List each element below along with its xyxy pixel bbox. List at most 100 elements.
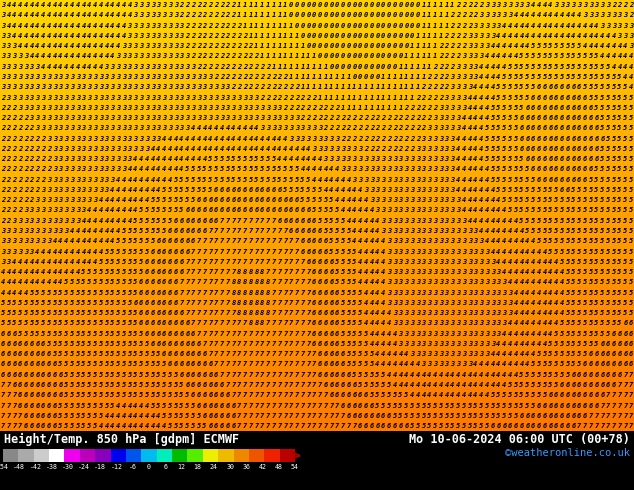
Text: 4: 4 xyxy=(375,248,380,254)
Text: 5: 5 xyxy=(571,43,576,49)
Text: 3: 3 xyxy=(53,156,57,162)
Text: 3: 3 xyxy=(133,125,138,131)
Text: 5: 5 xyxy=(353,279,356,285)
Text: 1: 1 xyxy=(422,33,426,39)
Text: 5: 5 xyxy=(514,207,518,214)
Text: 7: 7 xyxy=(301,392,305,398)
Text: 6: 6 xyxy=(347,392,351,398)
Text: 3: 3 xyxy=(139,43,143,49)
Text: 4: 4 xyxy=(139,167,143,172)
Text: 5: 5 xyxy=(87,279,91,285)
Text: 1: 1 xyxy=(323,74,328,80)
Text: 3: 3 xyxy=(433,279,437,285)
Text: 3: 3 xyxy=(398,320,403,326)
Text: 3: 3 xyxy=(427,167,432,172)
Text: 6: 6 xyxy=(554,392,559,398)
Text: 5: 5 xyxy=(548,74,553,80)
Text: 7: 7 xyxy=(295,310,299,316)
Text: 1: 1 xyxy=(433,12,437,19)
Text: 1: 1 xyxy=(404,95,408,100)
Text: 5: 5 xyxy=(110,259,115,265)
Text: 4: 4 xyxy=(491,53,495,59)
Text: 6: 6 xyxy=(560,125,564,131)
Text: 3: 3 xyxy=(30,218,34,224)
Text: 5: 5 xyxy=(185,167,190,172)
Text: 5: 5 xyxy=(271,156,276,162)
Text: 1: 1 xyxy=(318,95,322,100)
Text: 3: 3 xyxy=(122,53,126,59)
Text: 4: 4 xyxy=(370,238,374,245)
Text: 3: 3 xyxy=(502,300,507,306)
Text: 4: 4 xyxy=(122,12,126,19)
Text: 6: 6 xyxy=(554,156,559,162)
Text: 5: 5 xyxy=(577,53,581,59)
Text: 6: 6 xyxy=(537,105,541,111)
Text: 3: 3 xyxy=(168,105,172,111)
Text: 4: 4 xyxy=(127,177,132,183)
Text: 5: 5 xyxy=(514,156,518,162)
Text: 4: 4 xyxy=(485,95,489,100)
Text: 3: 3 xyxy=(508,2,512,8)
Text: 4: 4 xyxy=(139,423,143,429)
Text: 3: 3 xyxy=(392,259,397,265)
Text: 4: 4 xyxy=(36,53,39,59)
Text: 6: 6 xyxy=(335,290,339,295)
Text: 5: 5 xyxy=(571,279,576,285)
Text: 7: 7 xyxy=(220,279,224,285)
Text: 7: 7 xyxy=(191,259,195,265)
Text: 3: 3 xyxy=(81,187,86,193)
Text: 5: 5 xyxy=(122,238,126,245)
Text: 7: 7 xyxy=(197,269,201,275)
Text: 1: 1 xyxy=(295,64,299,70)
Text: 3: 3 xyxy=(58,218,63,224)
Text: 6: 6 xyxy=(583,125,587,131)
Text: 3: 3 xyxy=(105,156,109,162)
Text: 4: 4 xyxy=(70,53,74,59)
Text: 3: 3 xyxy=(36,197,39,203)
Text: 7: 7 xyxy=(306,290,311,295)
Text: 5: 5 xyxy=(347,320,351,326)
Text: 2: 2 xyxy=(36,156,39,162)
Text: 7: 7 xyxy=(243,248,247,254)
Text: 2: 2 xyxy=(283,95,287,100)
Text: 2: 2 xyxy=(231,64,236,70)
Text: 4: 4 xyxy=(416,372,420,378)
Text: 2: 2 xyxy=(358,136,363,142)
Text: 7: 7 xyxy=(202,238,207,245)
Text: 0: 0 xyxy=(329,53,333,59)
Text: 4: 4 xyxy=(105,413,109,419)
Text: 3: 3 xyxy=(47,105,51,111)
Text: 6: 6 xyxy=(618,331,622,337)
Text: 4: 4 xyxy=(53,23,57,29)
Text: 5: 5 xyxy=(600,300,604,306)
Text: 6: 6 xyxy=(323,341,328,347)
Text: 3: 3 xyxy=(474,320,477,326)
Text: 2: 2 xyxy=(266,64,270,70)
Text: 6: 6 xyxy=(243,207,247,214)
Text: 7: 7 xyxy=(606,402,610,409)
Text: 5: 5 xyxy=(58,351,63,357)
Text: 0: 0 xyxy=(364,53,368,59)
Text: 3: 3 xyxy=(58,207,63,214)
Text: 1: 1 xyxy=(306,53,311,59)
Text: 4: 4 xyxy=(335,197,339,203)
Text: 3: 3 xyxy=(496,320,501,326)
Text: -42: -42 xyxy=(29,464,41,470)
Text: 2: 2 xyxy=(231,84,236,90)
Text: 4: 4 xyxy=(606,43,610,49)
Text: 3: 3 xyxy=(58,156,63,162)
Text: 4: 4 xyxy=(306,167,311,172)
Text: 4: 4 xyxy=(335,167,339,172)
Text: 3: 3 xyxy=(519,2,524,8)
Text: 2: 2 xyxy=(30,146,34,152)
Text: 4: 4 xyxy=(508,351,512,357)
Text: 3: 3 xyxy=(12,43,16,49)
Text: 2: 2 xyxy=(47,167,51,172)
Text: 2: 2 xyxy=(12,187,16,193)
Text: 5: 5 xyxy=(491,177,495,183)
Text: 6: 6 xyxy=(560,402,564,409)
Text: 7: 7 xyxy=(6,382,11,388)
Text: 7: 7 xyxy=(231,372,236,378)
Text: 8: 8 xyxy=(249,290,253,295)
Text: 6: 6 xyxy=(571,146,576,152)
